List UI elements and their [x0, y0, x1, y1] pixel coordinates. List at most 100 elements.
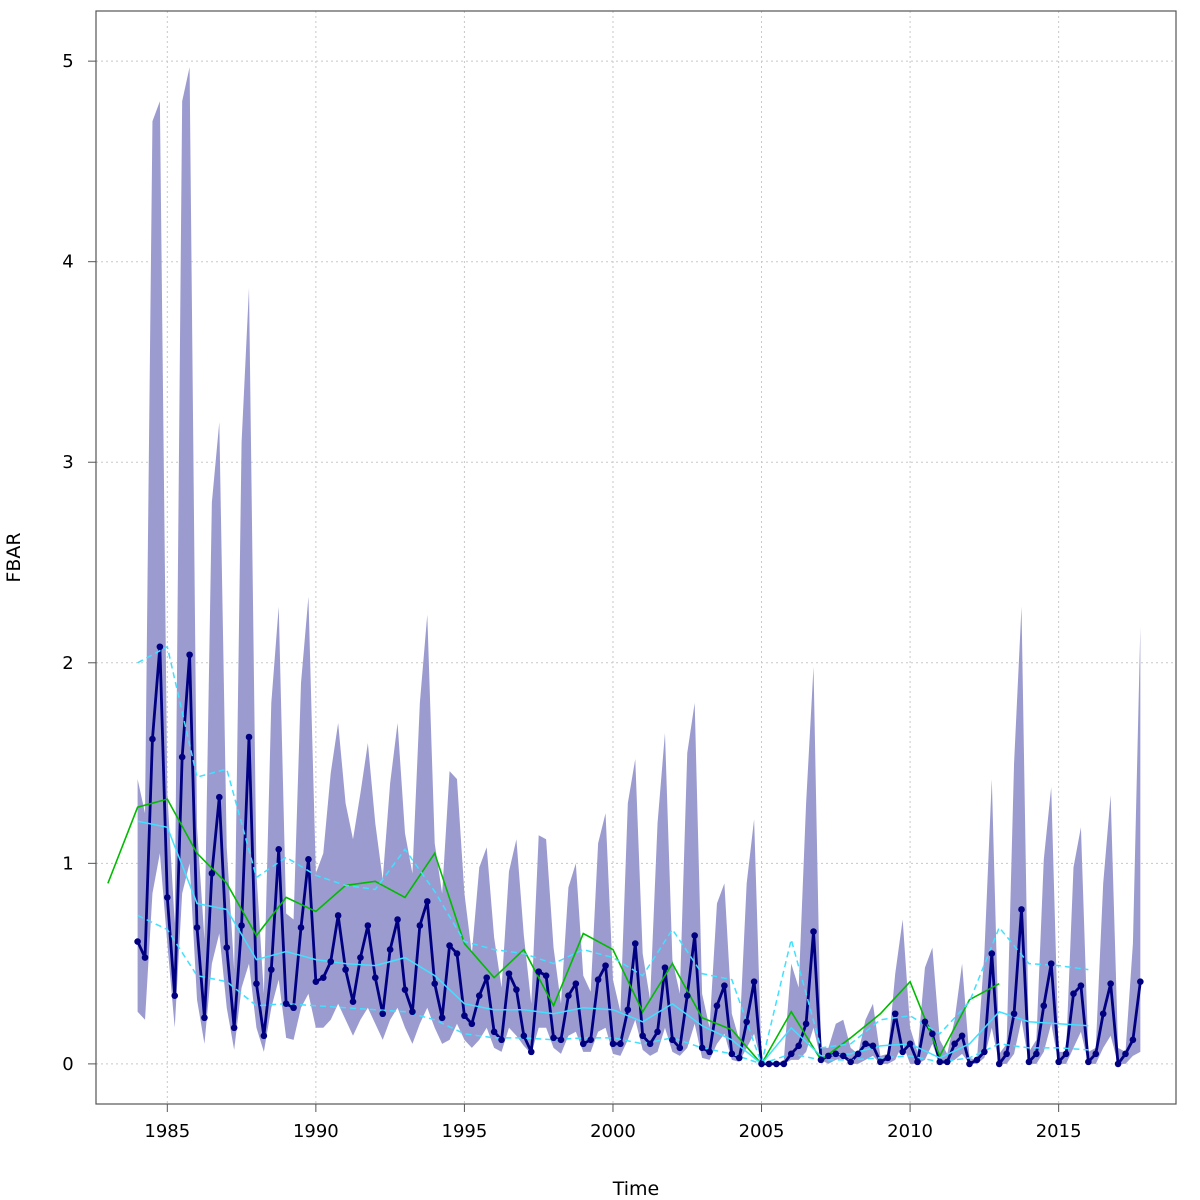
- quarterly-fbar-point: [565, 992, 572, 1000]
- quarterly-fbar-point: [305, 856, 312, 863]
- quarterly-fbar-point: [134, 938, 141, 945]
- y-tick-label: 3: [62, 452, 73, 473]
- quarterly-fbar-point: [535, 968, 542, 975]
- quarterly-fbar-point: [178, 753, 186, 761]
- quarterly-fbar-point: [943, 1058, 951, 1066]
- quarterly-fbar-point: [156, 643, 164, 651]
- quarterly-fbar-point: [899, 1048, 906, 1056]
- confidence-band: [137, 67, 1141, 1064]
- x-tick-label: 2010: [887, 1121, 933, 1142]
- quarterly-fbar-point: [446, 942, 453, 949]
- series-lines: [107, 645, 1142, 1067]
- quarterly-fbar-point: [149, 735, 156, 743]
- quarterly-fbar-point: [802, 1020, 810, 1028]
- quarterly-fbar-point: [438, 1014, 446, 1022]
- x-tick-label: 2005: [739, 1121, 785, 1142]
- y-tick-label: 2: [62, 653, 73, 674]
- quarterly-fbar-point: [765, 1060, 773, 1068]
- quarterly-fbar-point: [713, 1002, 721, 1010]
- quarterly-fbar-point: [1122, 1050, 1129, 1058]
- assessment-estimate-line: [137, 820, 1089, 1065]
- quarterly-fbar-point: [587, 1036, 594, 1044]
- quarterly-fbar-point: [624, 1006, 632, 1014]
- quarterly-fbar-point: [349, 998, 357, 1006]
- quarterly-fbar-point: [1055, 1058, 1062, 1066]
- quarterly-fbar-point: [141, 954, 149, 961]
- quarterly-fbar-point: [795, 1042, 802, 1050]
- quarterly-fbar-point: [238, 922, 245, 929]
- quarterly-fbar-point: [966, 1060, 973, 1068]
- quarterly-fbar-point: [557, 1036, 565, 1044]
- quarterly-fbar-point: [706, 1048, 713, 1056]
- quarterly-fbar-point: [995, 1060, 1003, 1068]
- quarterly-fbar-point: [1114, 1060, 1122, 1068]
- quarterly-fbar-point: [520, 1032, 528, 1040]
- quarterly-fbar-point: [468, 1020, 476, 1028]
- quarterly-fbar-point: [951, 1040, 958, 1048]
- quarterly-fbar-point: [728, 1050, 736, 1058]
- quarterly-fbar-point: [594, 976, 602, 983]
- quarterly-fbar-point: [275, 846, 283, 853]
- quarterly-fbar-point: [312, 978, 320, 985]
- quarterly-fbar-point: [839, 1052, 847, 1060]
- quarterly-fbar-point: [319, 974, 327, 981]
- quarterly-fbar-point: [1085, 1058, 1092, 1066]
- confidence-band-area: [137, 67, 1141, 1064]
- quarterly-fbar-point: [787, 1050, 795, 1058]
- quarterly-fbar-point: [1010, 1010, 1018, 1018]
- quarterly-fbar-point: [297, 924, 305, 931]
- quarterly-fbar-point: [364, 922, 372, 929]
- quarterly-fbar-point: [475, 992, 483, 1000]
- quarterly-fbar-point: [914, 1058, 921, 1066]
- quarterly-fbar-point: [572, 980, 580, 987]
- x-tick-label: 2015: [1036, 1121, 1082, 1142]
- quarterly-fbar-point: [186, 651, 193, 659]
- quarterly-fbar-point: [542, 972, 550, 979]
- quarterly-fbar-point: [171, 992, 179, 1000]
- x-axis-title: Time: [612, 1178, 660, 1200]
- quarterly-fbar-point: [1033, 1050, 1040, 1058]
- quarterly-fbar-point: [891, 1010, 899, 1018]
- quarterly-fbar-point: [773, 1060, 780, 1068]
- quarterly-fbar-point: [832, 1050, 840, 1058]
- quarterly-fbar-point: [498, 1036, 505, 1044]
- quarterly-fbar-point: [735, 1054, 743, 1062]
- quarterly-fbar-point: [253, 980, 260, 987]
- quarterly-fbar-point: [416, 922, 424, 929]
- y-tick-label: 4: [62, 252, 73, 273]
- quarterly-fbar-point: [386, 946, 394, 953]
- quarterly-fbar-point: [869, 1042, 877, 1050]
- quarterly-fbar-point: [631, 940, 639, 947]
- quarterly-fbar-point: [1137, 978, 1144, 985]
- quarterly-fbar-point: [550, 1034, 557, 1042]
- quarterly-fbar-point: [958, 1032, 966, 1040]
- quarterly-fbar-point: [698, 1044, 706, 1052]
- quarterly-fbar-point: [401, 986, 409, 993]
- quarterly-fbar-point: [193, 924, 201, 931]
- quarterly-fbar-point: [245, 733, 253, 741]
- quarterly-fbar-point: [1077, 982, 1085, 989]
- quarterly-fbar-point: [1107, 980, 1114, 987]
- assessment-bound-line: [137, 914, 1089, 1065]
- quarterly-fbar-point: [602, 962, 609, 969]
- quarterly-fbar-point: [267, 966, 275, 973]
- quarterly-fbar-point: [669, 1036, 676, 1044]
- quarterly-fbar-point: [825, 1052, 832, 1060]
- y-tick-label: 0: [62, 1054, 73, 1075]
- quarterly-fbar-point: [743, 1018, 750, 1026]
- quarterly-fbar-point: [1099, 1010, 1107, 1018]
- quarterly-fbar-point: [661, 964, 669, 971]
- quarterly-fbar-point: [357, 954, 364, 961]
- quarterly-fbar-point: [617, 1040, 624, 1048]
- quarterly-fbar-point: [490, 1028, 498, 1036]
- quarterly-fbar-point: [527, 1048, 535, 1056]
- series-points: [134, 643, 1144, 1068]
- quarterly-fbar-point: [906, 1040, 914, 1048]
- quarterly-fbar-point: [409, 1008, 416, 1016]
- annual-fbar-line: [107, 798, 1000, 1066]
- quarterly-fbar-point: [758, 1060, 765, 1068]
- quarterly-fbar-point: [936, 1058, 944, 1066]
- quarterly-fbar-point: [431, 980, 439, 987]
- assessment-bound-line: [137, 645, 1089, 1067]
